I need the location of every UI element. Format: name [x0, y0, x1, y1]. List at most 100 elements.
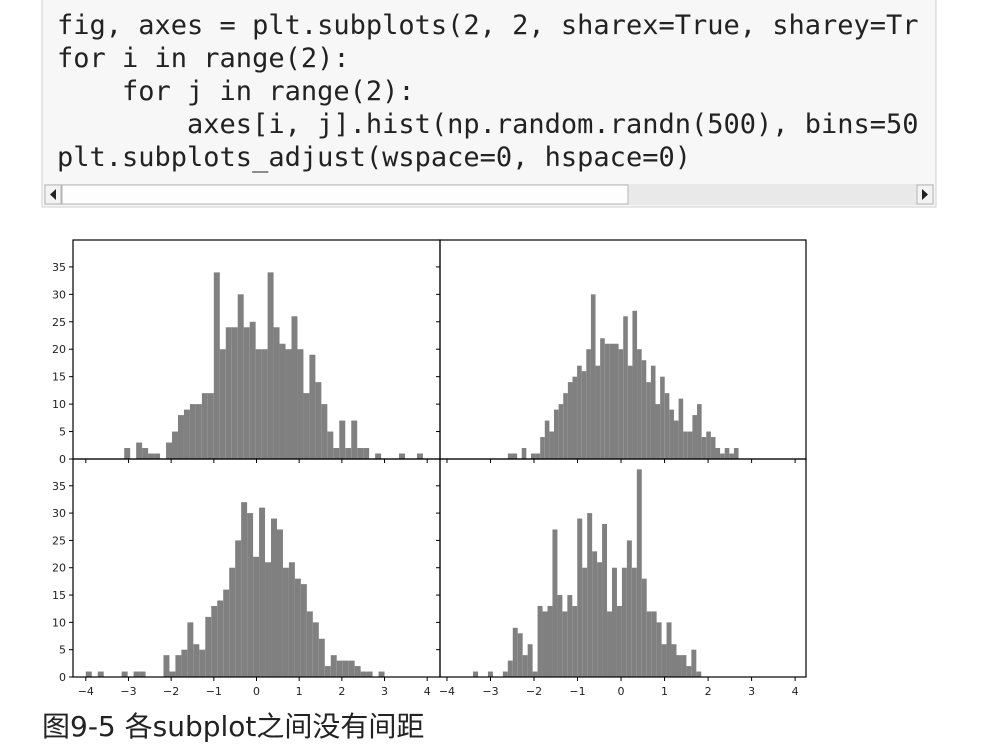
bar [697, 404, 702, 459]
bar [671, 644, 677, 677]
y-tick-label: 0 [59, 453, 66, 466]
bar [318, 638, 325, 677]
bar [259, 507, 266, 677]
bar [255, 349, 262, 459]
bar [366, 671, 373, 677]
code-line: for j in range(2): [57, 76, 415, 107]
bar [552, 529, 558, 677]
x-tick-label: 1 [296, 685, 303, 698]
bar [687, 431, 693, 459]
bar [618, 349, 624, 459]
x-tick-label: 2 [338, 685, 345, 698]
bar [696, 671, 702, 677]
bar [241, 502, 248, 677]
bar [207, 393, 214, 459]
bar [136, 442, 143, 459]
bar [607, 611, 612, 677]
bar [183, 409, 190, 459]
bar [660, 376, 665, 459]
bar [237, 294, 244, 459]
x-tick-label: −2 [163, 685, 179, 698]
bar [133, 671, 140, 677]
bar [321, 404, 328, 459]
bar [265, 562, 272, 677]
x-tick-label: 0 [618, 685, 625, 698]
bar [473, 671, 479, 677]
bar [669, 409, 674, 459]
y-tick-label: 35 [52, 261, 66, 274]
bar [363, 448, 370, 459]
bar [148, 453, 155, 459]
bar [686, 666, 692, 677]
bar [205, 616, 212, 677]
bar [189, 404, 196, 459]
bar [399, 453, 406, 459]
bar [613, 343, 619, 459]
x-tick-label: 3 [381, 685, 388, 698]
bar [666, 622, 672, 677]
x-tick-label: −4 [439, 685, 455, 698]
bar [621, 567, 627, 677]
y-tick-label: 25 [52, 316, 66, 329]
bar [562, 611, 568, 677]
bar [187, 622, 194, 677]
arrow-left [50, 189, 56, 200]
bar [724, 448, 730, 459]
bar [291, 316, 298, 459]
bar [554, 409, 559, 459]
bar [351, 420, 358, 459]
bar [673, 420, 679, 459]
bar [587, 513, 593, 677]
bar [637, 349, 642, 459]
bar [142, 448, 149, 459]
bar [315, 382, 322, 459]
y-tick-label: 25 [52, 534, 66, 547]
y-tick-label: 30 [52, 507, 66, 520]
bar [558, 404, 564, 459]
bar [678, 398, 684, 459]
bar [549, 431, 555, 459]
bar [330, 655, 337, 677]
bar [646, 382, 651, 459]
bar [378, 671, 385, 677]
bar [253, 556, 260, 677]
bar [166, 442, 173, 459]
arrow-right [922, 189, 928, 200]
bar [357, 448, 364, 459]
bar [733, 448, 739, 459]
scrollbar-thumb[interactable] [61, 184, 629, 205]
bar [247, 513, 254, 677]
x-tick-label: 2 [705, 685, 712, 698]
bar [339, 420, 346, 459]
bar [542, 611, 548, 677]
x-tick-label: −3 [120, 685, 136, 698]
bar [85, 671, 92, 677]
bar [223, 589, 230, 677]
bar [124, 448, 131, 459]
x-tick-label: 4 [424, 685, 431, 698]
bar [544, 420, 550, 459]
bar [416, 453, 423, 459]
bar [211, 605, 218, 677]
x-tick-label: 1 [661, 685, 668, 698]
bar [172, 431, 178, 459]
bar [225, 327, 232, 459]
bar [512, 627, 518, 677]
bar [282, 567, 289, 677]
bar [710, 437, 716, 459]
y-tick-label: 10 [52, 398, 66, 411]
bar [537, 605, 543, 677]
bar [715, 448, 721, 459]
bar [691, 649, 697, 677]
bar [720, 453, 725, 459]
code-line: plt.subplots_adjust(wspace=0, hspace=0) [57, 142, 691, 173]
bar [626, 540, 632, 677]
code-line: fig, axes = plt.subplots(2, 2, sharex=Tr… [57, 10, 919, 41]
bar [201, 393, 208, 459]
bar [249, 321, 256, 459]
bar [297, 349, 304, 459]
bar [655, 404, 661, 459]
bar [345, 448, 352, 459]
bar [522, 655, 528, 677]
